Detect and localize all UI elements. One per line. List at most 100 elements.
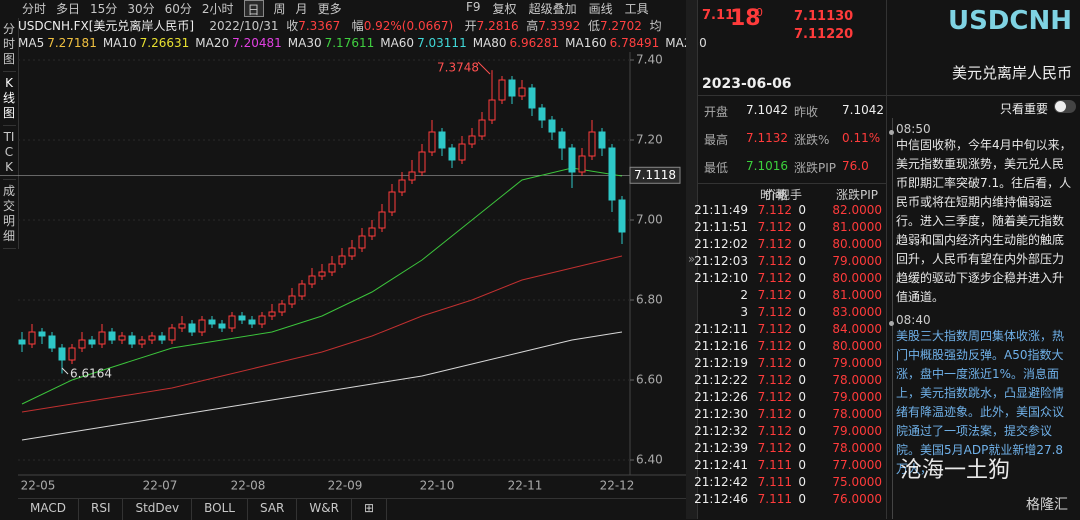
y-tick-label: 7.40 [636, 53, 663, 67]
header-cell: 价格 [763, 188, 788, 202]
table-cell: 21:11:49 [694, 203, 748, 217]
candle-body [478, 119, 486, 137]
period-tab[interactable]: 30分 [127, 2, 155, 16]
candle-body [288, 295, 296, 305]
table-cell: 0 [798, 356, 806, 370]
period-tab[interactable]: 60分 [164, 2, 192, 16]
x-tick-label: 22-05 [21, 479, 56, 493]
info-row: USDCNH.FX[美元兑离岸人民币] 2022/10/31 收7.3367 幅… [18, 17, 662, 34]
stat-row: 最高 7.1132 涨跌% 0.11% [702, 131, 882, 148]
stat-value: 7.1042 [746, 103, 788, 117]
candle-body [398, 179, 406, 193]
table-cell: 21:12:03 [694, 254, 748, 268]
ma-name: MA30 [287, 36, 322, 50]
indicator-tab[interactable]: StdDev [123, 499, 193, 520]
period-tab[interactable]: 月 [295, 2, 308, 16]
splitter[interactable]: » [686, 0, 697, 519]
candle-body [278, 303, 286, 313]
candle-body [298, 283, 306, 297]
tool-button[interactable]: 工具 [624, 2, 649, 16]
add-tab[interactable]: ⊞ [352, 499, 388, 520]
indicator-tab[interactable]: MACD [18, 499, 79, 520]
table-cell: 7.112 [757, 305, 792, 319]
label: 均 [649, 19, 662, 33]
table-cell: 7.112 [757, 271, 792, 285]
candle-body [468, 135, 476, 145]
indicator-tab[interactable]: RSI [79, 499, 124, 520]
y-tick-label: 7.00 [636, 213, 663, 227]
symbol-title: USDCNH [947, 6, 1072, 36]
table-cell: 7.111 [757, 475, 792, 489]
candle-body [488, 99, 496, 121]
table-cell: 7.112 [757, 254, 792, 268]
table-cell: 79.0000 [832, 424, 882, 438]
candle-body [178, 323, 186, 329]
period-tab[interactable]: 2小时 [201, 2, 234, 16]
label: 幅 [351, 19, 364, 33]
tool-button[interactable]: 超级叠加 [528, 2, 577, 16]
period-tab[interactable]: 日 [243, 0, 264, 17]
stat-label: 昨收 [794, 105, 819, 119]
table-cell: 7.112 [757, 322, 792, 336]
period-tab[interactable]: 多日 [56, 2, 81, 16]
table-row: 3 7.112 0 83.0000 [702, 305, 882, 322]
value: 7.3392 [538, 19, 581, 33]
value: 0.92%(0.0667) [363, 19, 454, 33]
table-row: 21:12:46 7.111 0 76.0000 [694, 492, 882, 509]
indicator-tab[interactable]: BOLL [192, 499, 248, 520]
table-cell: 21:12:39 [694, 441, 748, 455]
table-cell: 7.112 [757, 356, 792, 370]
period-tab[interactable]: 分时 [22, 2, 47, 16]
timeline [892, 118, 893, 519]
period-tab[interactable]: 周 [273, 2, 286, 16]
news-item[interactable]: 08:40 美股三大指数周四集体收涨，热门中概股强劲反弹。A50指数大涨，盘中一度… [889, 313, 1074, 479]
tool-button[interactable]: F9 [466, 0, 481, 14]
x-tick-label: 22-07 [143, 479, 178, 493]
period-tab[interactable]: 更多 [317, 2, 342, 16]
candle-body [218, 323, 226, 329]
toggle[interactable] [1054, 100, 1076, 113]
side-tab[interactable]: K线图 [2, 72, 16, 126]
ma-name: MA5 [18, 36, 45, 50]
ma-value: 7.03111 [417, 36, 467, 50]
table-cell: 0 [798, 373, 806, 387]
news-text: 美股三大指数周四集体收涨，热门中概股强劲反弹。A50指数大涨，盘中一度涨近1%。… [896, 329, 1065, 476]
candle-body [548, 119, 556, 133]
indicator-tab[interactable]: SAR [248, 499, 298, 520]
ma-name: MA20 [195, 36, 230, 50]
period-tab[interactable]: 15分 [90, 2, 118, 16]
candle-body [558, 131, 566, 149]
ma-value: 7.20481 [232, 36, 282, 50]
separator [698, 183, 886, 184]
candle-body [458, 143, 466, 161]
symbol: USDCNH.FX[美元兑离岸人民币] [18, 19, 195, 33]
candle-body [168, 327, 176, 341]
value: 7.2702 [599, 19, 642, 33]
tool-button[interactable]: 复权 [492, 2, 517, 16]
side-tab[interactable]: 分时图 [2, 18, 16, 72]
candle-body [258, 315, 266, 325]
candle-body [568, 147, 576, 173]
news-item[interactable]: 08:50 中信固收称，今年4月中旬以来，美元指数重现涨势，美元兑人民币即期汇率突… [889, 122, 1074, 307]
table-cell: 21:12:22 [694, 373, 748, 387]
side-tab[interactable]: TICK [2, 126, 16, 180]
table-row: 21:12:32 7.112 0 79.0000 [694, 424, 882, 441]
indicator-tab[interactable]: W&R [297, 499, 352, 520]
candle-body [338, 255, 346, 265]
side-tab[interactable]: 成交明细 [2, 180, 16, 249]
annotation: 6.6164 [70, 367, 112, 381]
table-cell: 0 [798, 458, 806, 472]
x-tick-label: 22-12 [600, 479, 635, 493]
candle-body [118, 335, 126, 341]
side-tabs: 分时图 K线图 TICK 成交明细 [0, 18, 19, 249]
table-cell: 21:12:16 [694, 339, 748, 353]
ma-legend: MA5 7.27181 MA10 7.26631 MA20 7.20481 MA30 7.17… [18, 36, 707, 50]
candle-body [518, 87, 526, 97]
table-cell: 2 [740, 288, 748, 302]
table-cell: 3 [740, 305, 748, 319]
candle-body [98, 331, 106, 345]
tool-button[interactable]: 画线 [588, 2, 613, 16]
value: 7.2816 [476, 19, 519, 33]
candle-body [248, 319, 256, 325]
table-cell: 0 [798, 407, 806, 421]
